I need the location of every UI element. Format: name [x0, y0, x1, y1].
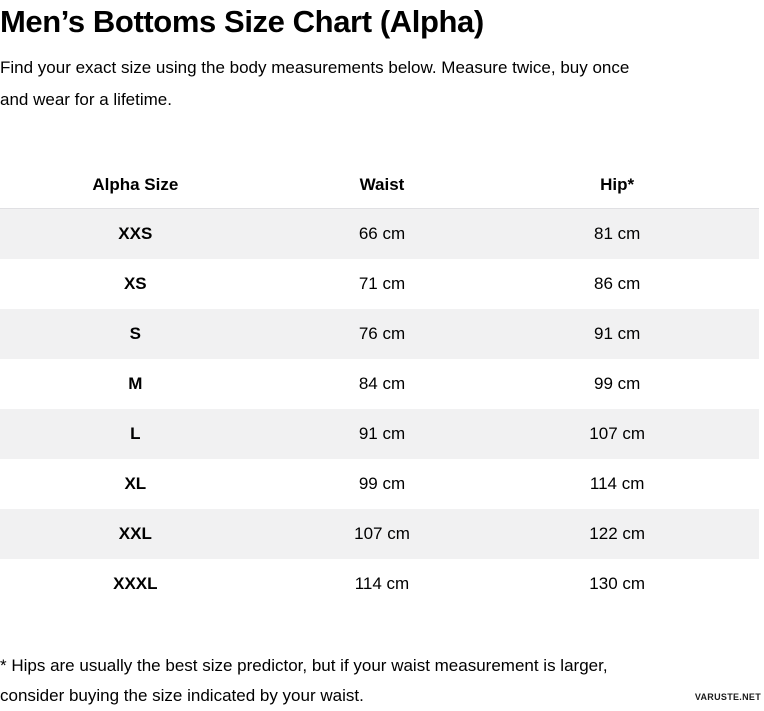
waist-cell: 66 cm: [265, 208, 494, 259]
waist-cell: 114 cm: [354, 574, 410, 593]
size-cell: L: [130, 424, 141, 443]
hip-footnote: * Hips are usually the best size predict…: [0, 651, 764, 711]
table-row-s: S 76 cm 91 cm: [0, 309, 759, 359]
footnote-line-2: consider buying the size indicated by yo…: [0, 686, 364, 705]
hip-cell: 86 cm: [594, 274, 641, 293]
table-row-xxxl: XXXL 114 cm 130 cm: [0, 559, 759, 609]
waist-cell: 99 cm: [358, 474, 406, 493]
size-cell: XS: [123, 274, 147, 293]
hip-cell: 122 cm: [589, 524, 646, 543]
waist-cell: 107 cm: [354, 524, 410, 543]
size-cell: XL: [124, 474, 147, 493]
intro-line-2: and wear for a lifetime.: [0, 90, 172, 109]
watermark: VARUSTE.NET: [694, 692, 761, 702]
table-header-row: Alpha Size Waist Hip*: [0, 162, 759, 209]
hip-cell: 99 cm: [594, 374, 641, 393]
column-header-hip: Hip*: [600, 175, 635, 194]
waist-cell: 71 cm: [358, 274, 406, 293]
table-row-xxs: XXS 66 cm 81 cm: [0, 208, 759, 259]
table-body: XXS 66 cm 81 cm XS 71 cm 86 cm S 76 cm 9…: [0, 208, 759, 610]
table-row-l: L 91 cm 107 cm: [0, 409, 759, 459]
hip-cell: 81 cm: [493, 208, 759, 259]
size-cell: XXS: [0, 208, 266, 259]
intro-line-1: Find your exact size using the body meas…: [0, 58, 630, 77]
waist-cell: 76 cm: [358, 324, 406, 343]
size-cell: XXL: [118, 524, 152, 543]
size-cell: XXXL: [113, 574, 158, 593]
table-row-xl: XL 99 cm 114 cm: [0, 459, 759, 509]
table-row-xs: XS 71 cm 86 cm: [0, 259, 759, 309]
table-row-xxl: XXL 107 cm 122 cm: [0, 509, 759, 559]
size-chart-table: Alpha Size Waist Hip* XXS 66 cm 81 cm XS…: [0, 162, 759, 609]
column-header-alpha-size: Alpha Size: [92, 175, 179, 194]
size-cell: S: [129, 324, 141, 343]
waist-cell: 84 cm: [358, 374, 406, 393]
hip-cell: 114 cm: [589, 474, 645, 493]
table-row-m: M 84 cm 99 cm: [0, 359, 759, 409]
footnote-line-1: * Hips are usually the best size predict…: [0, 656, 608, 675]
hip-cell: 107 cm: [589, 424, 646, 443]
hip-cell: 130 cm: [589, 574, 646, 593]
column-header-waist: Waist: [359, 175, 405, 194]
page-title: Men’s Bottoms Size Chart (Alpha): [0, 4, 484, 39]
hip-cell: 91 cm: [594, 324, 641, 343]
intro-text: Find your exact size using the body meas…: [0, 52, 764, 116]
waist-cell: 91 cm: [358, 424, 406, 443]
size-cell: M: [128, 374, 143, 393]
table-header: Alpha Size Waist Hip*: [0, 162, 759, 209]
